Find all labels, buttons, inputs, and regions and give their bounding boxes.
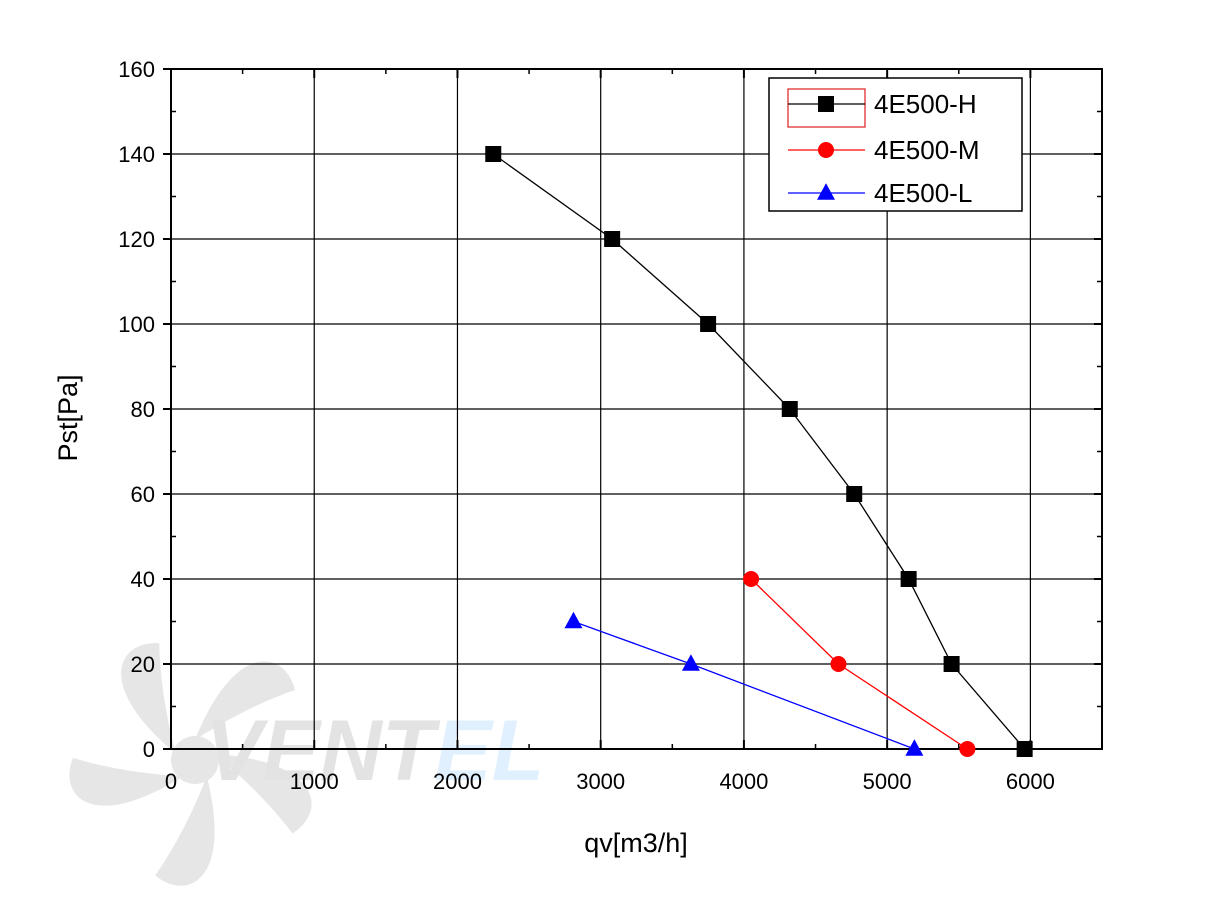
series-line-4e500-h (492, 153, 1026, 750)
axis-ticks (163, 68, 1102, 750)
data-point-4e500-m (743, 571, 760, 587)
data-point-4e500-h (846, 486, 863, 502)
legend-label-4e500-m: 4E500-M (874, 135, 980, 165)
legend-highlight-box (787, 88, 866, 128)
watermark-brand-dark: VENT (205, 703, 441, 799)
y-tick-label: 140 (118, 142, 155, 167)
data-point-4e500-h (781, 401, 798, 417)
legend-marker-4e500-m (818, 142, 834, 158)
watermark: VENTEL (69, 643, 544, 886)
x-tick-label: 4000 (719, 769, 768, 794)
legend: 4E500-H 4E500-M 4E500-L (768, 77, 1023, 212)
series-markers (485, 146, 1033, 757)
x-tick-label: 6000 (1006, 769, 1055, 794)
data-point-4e500-h (943, 656, 960, 672)
data-point-4e500-h (604, 231, 621, 247)
data-point-4e500-l (681, 654, 700, 671)
x-tick-label: 0 (165, 769, 177, 794)
x-tick-label: 1000 (290, 769, 339, 794)
data-point-4e500-h (900, 571, 917, 587)
y-tick-label: 0 (143, 737, 155, 762)
data-point-4e500-h (485, 146, 502, 162)
x-axis-tick-labels: 0 1000 2000 3000 4000 5000 6000 (165, 769, 1055, 794)
data-point-4e500-h (1016, 741, 1033, 757)
y-tick-label: 160 (118, 57, 155, 82)
data-point-4e500-m (830, 656, 847, 672)
data-point-4e500-l (564, 611, 583, 629)
legend-box (768, 77, 1023, 212)
fan-icon (69, 643, 312, 886)
legend-marker-4e500-h (818, 96, 834, 112)
watermark-brand-light: EL (434, 703, 544, 799)
y-axis-tick-labels: 0 20 40 60 80 100 120 140 160 (118, 57, 155, 762)
y-tick-label: 20 (131, 652, 155, 677)
data-point-4e500-h (700, 316, 717, 332)
data-point-4e500-m (959, 741, 976, 757)
y-tick-label: 40 (131, 567, 155, 592)
y-axis-title: Pst[Pa] (53, 374, 83, 461)
x-axis-title: qv[m3/h] (584, 828, 688, 858)
legend-label-4e500-l: 4E500-L (874, 178, 972, 208)
x-tick-label: 2000 (433, 769, 482, 794)
data-point-4e500-l (905, 739, 924, 756)
x-tick-label: 5000 (863, 769, 912, 794)
x-tick-label: 3000 (576, 769, 625, 794)
y-tick-label: 120 (118, 227, 155, 252)
legend-label-4e500-h: 4E500-H (874, 89, 977, 119)
svg-text:VENTEL: VENTEL (205, 703, 544, 799)
legend-marker-4e500-l (817, 183, 835, 200)
y-tick-label: 100 (118, 312, 155, 337)
y-tick-label: 80 (131, 397, 155, 422)
y-tick-label: 60 (131, 482, 155, 507)
